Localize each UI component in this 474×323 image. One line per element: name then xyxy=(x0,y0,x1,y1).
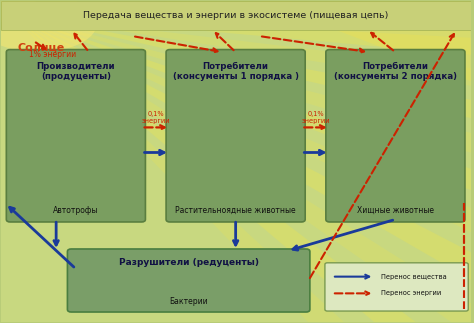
Text: 1% энергии: 1% энергии xyxy=(29,50,76,59)
Text: Бактерии: Бактерии xyxy=(169,297,208,306)
FancyBboxPatch shape xyxy=(326,49,465,222)
Text: Солнце: Солнце xyxy=(17,42,64,52)
Text: Передача вещества и энергии в экосистеме (пищевая цепь): Передача вещества и энергии в экосистеме… xyxy=(83,11,388,20)
Polygon shape xyxy=(10,14,474,121)
Polygon shape xyxy=(259,1,471,81)
Text: Потребители
(консументы 2 порядка): Потребители (консументы 2 порядка) xyxy=(334,62,457,81)
FancyBboxPatch shape xyxy=(6,49,146,222)
Text: Автотрофы: Автотрофы xyxy=(53,205,99,214)
Ellipse shape xyxy=(0,0,97,52)
Polygon shape xyxy=(10,14,474,76)
Polygon shape xyxy=(10,14,430,323)
FancyBboxPatch shape xyxy=(166,49,305,222)
Polygon shape xyxy=(10,14,474,249)
Text: Перенос вещества: Перенос вещества xyxy=(381,274,447,280)
Polygon shape xyxy=(10,5,474,30)
Polygon shape xyxy=(10,14,474,323)
Polygon shape xyxy=(10,14,474,288)
Text: Перенос энергии: Перенос энергии xyxy=(381,290,442,297)
Text: Растительноядные животные: Растительноядные животные xyxy=(175,205,296,214)
Polygon shape xyxy=(10,14,474,208)
Text: Потребители
(консументы 1 порядка ): Потребители (консументы 1 порядка ) xyxy=(173,62,299,81)
Text: 0,1%
энергии: 0,1% энергии xyxy=(301,110,330,124)
Text: Разрушители (редуценты): Разрушители (редуценты) xyxy=(118,258,259,267)
Ellipse shape xyxy=(0,0,43,23)
Polygon shape xyxy=(10,14,474,165)
Text: Хищные животные: Хищные животные xyxy=(357,205,434,214)
Polygon shape xyxy=(10,14,474,323)
Text: Производители
(продуценты): Производители (продуценты) xyxy=(36,62,115,81)
Text: 0,1%
энергии: 0,1% энергии xyxy=(141,110,170,124)
Polygon shape xyxy=(10,14,474,323)
FancyBboxPatch shape xyxy=(325,263,468,311)
FancyBboxPatch shape xyxy=(67,249,310,312)
Polygon shape xyxy=(10,0,474,14)
Bar xyxy=(0,1,471,30)
